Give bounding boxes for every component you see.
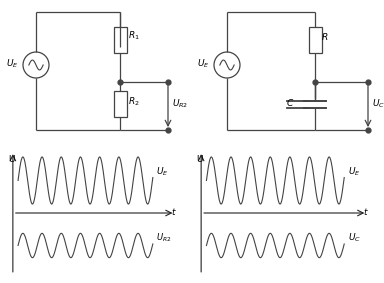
Text: $U_E$: $U_E$ — [348, 165, 360, 178]
Text: $U_{R2}$: $U_{R2}$ — [172, 98, 189, 110]
Text: $R_2$: $R_2$ — [128, 96, 140, 108]
Text: $U_C$: $U_C$ — [348, 232, 361, 245]
Text: t: t — [364, 209, 367, 217]
Text: U: U — [8, 155, 15, 164]
Text: $R_1$: $R_1$ — [128, 30, 140, 42]
Text: $U_E$: $U_E$ — [6, 57, 18, 70]
Bar — [308, 27, 321, 53]
Text: $U_{R2}$: $U_{R2}$ — [156, 232, 172, 245]
Bar — [114, 27, 126, 53]
Text: $U_E$: $U_E$ — [197, 57, 210, 70]
Text: $C$: $C$ — [286, 97, 294, 108]
Bar — [114, 91, 126, 117]
Text: t: t — [172, 209, 175, 217]
Text: U: U — [197, 155, 203, 164]
Text: $U_C$: $U_C$ — [372, 98, 384, 110]
Text: $R$: $R$ — [321, 31, 328, 42]
Text: $U_E$: $U_E$ — [156, 165, 169, 178]
